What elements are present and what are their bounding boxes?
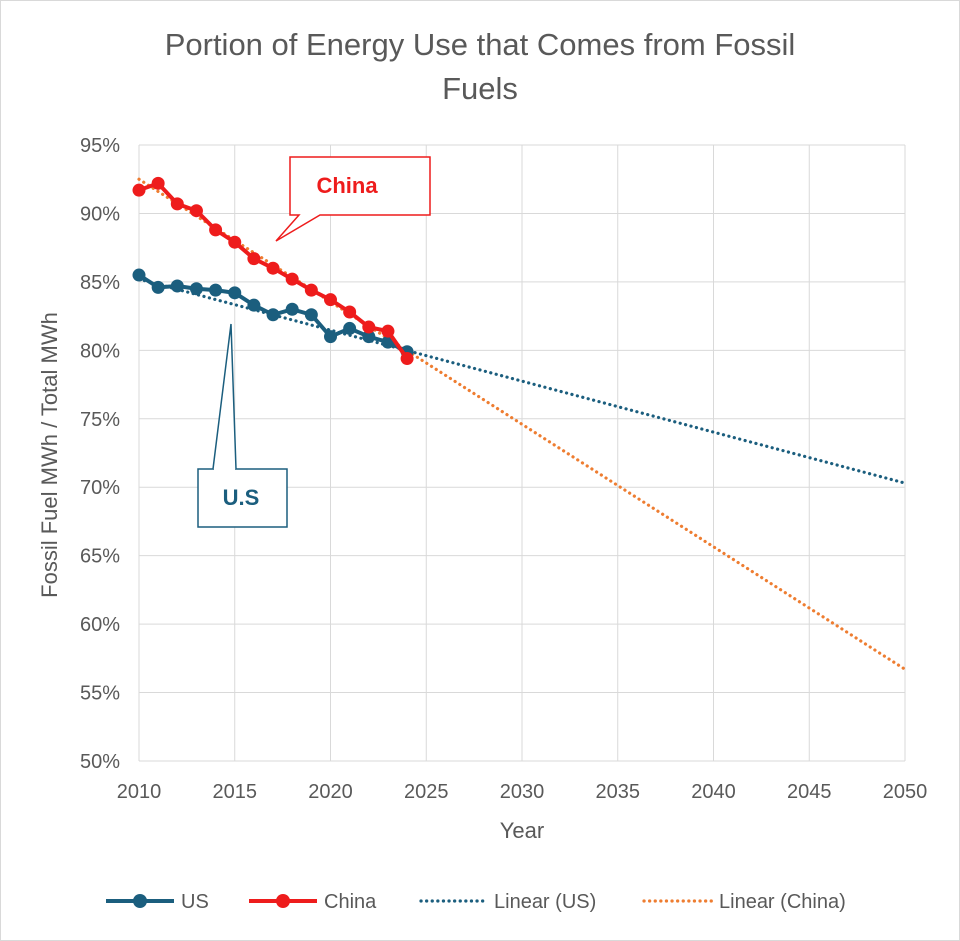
data-point: [304, 308, 318, 322]
y-axis-title: Fossil Fuel MWh / Total MWh: [37, 312, 62, 598]
china-callout: China: [275, 156, 431, 242]
data-point: [170, 279, 184, 293]
y-tick-label: 95%: [80, 135, 120, 157]
legend-label-linear-china: Linear (China): [719, 891, 846, 913]
data-point: [324, 330, 337, 344]
legend-marker-china: [276, 894, 290, 908]
us-callout: U.S: [197, 323, 288, 528]
data-point: [266, 308, 280, 322]
x-tick-label: 2010: [117, 781, 162, 803]
legend-item-china: China: [249, 891, 377, 913]
data-point: [228, 286, 242, 300]
y-tick-label: 60%: [80, 614, 120, 636]
china-callout-label: China: [316, 173, 378, 198]
data-point: [228, 235, 242, 249]
axis-tick-labels: 50% 55% 60% 65% 70% 75% 80% 85% 90% 95% 2010 2015 20…: [80, 135, 927, 803]
y-tick-label: 80%: [80, 340, 120, 362]
legend-label-china: China: [324, 891, 377, 913]
data-point: [400, 352, 414, 366]
data-point: [362, 320, 376, 334]
trendline: [137, 177, 907, 671]
data-point: [209, 223, 223, 237]
data-point: [189, 204, 203, 218]
x-tick-label: 2030: [500, 781, 545, 803]
y-tick-label: 75%: [80, 409, 120, 431]
legend-item-linear-us: Linear (US): [419, 891, 596, 913]
data-point: [304, 283, 318, 297]
legend-marker-us: [133, 894, 147, 908]
data-point: [343, 321, 357, 335]
data-point: [247, 298, 261, 312]
y-tick-label: 85%: [80, 272, 120, 294]
data-point: [285, 272, 299, 286]
y-tick-label: 65%: [80, 546, 120, 568]
data-point: [132, 183, 146, 197]
x-tick-label: 2020: [308, 781, 353, 803]
data-point: [381, 324, 395, 338]
legend-item-linear-china: Linear (China): [642, 891, 846, 913]
data-point: [189, 282, 203, 296]
series-lines: [132, 176, 414, 366]
us-callout-label: U.S: [223, 485, 260, 510]
legend-label-linear-us: Linear (US): [494, 891, 596, 913]
data-point: [266, 261, 280, 275]
y-tick-label: 55%: [80, 683, 120, 705]
x-tick-label: 2035: [596, 781, 641, 803]
data-point: [362, 330, 376, 344]
x-tick-label: 2015: [213, 781, 258, 803]
trendline: [137, 277, 907, 485]
gridlines: [138, 144, 906, 762]
x-tick-label: 2025: [404, 781, 449, 803]
data-point: [324, 293, 337, 307]
legend: US China Linear (US) Linear (China): [106, 891, 846, 913]
chart-title-line-1: Portion of Energy Use that Comes from Fo…: [164, 27, 796, 62]
y-tick-label: 70%: [80, 477, 120, 499]
data-point: [209, 283, 223, 297]
data-point: [285, 302, 299, 316]
legend-label-us: US: [181, 891, 209, 913]
data-point: [343, 305, 357, 319]
data-point: [132, 268, 146, 282]
x-axis-title: Year: [500, 818, 544, 843]
x-tick-label: 2045: [787, 781, 832, 803]
legend-item-us: US: [106, 891, 209, 913]
data-point: [247, 252, 261, 266]
trendlines: [137, 177, 907, 671]
data-point: [151, 176, 165, 190]
y-tick-label: 50%: [80, 751, 120, 773]
x-tick-label: 2040: [691, 781, 736, 803]
data-point: [151, 280, 165, 294]
y-tick-label: 90%: [80, 203, 120, 225]
x-tick-label: 2050: [883, 781, 928, 803]
data-point: [170, 197, 184, 211]
chart-title-line-2: Fuels: [442, 71, 518, 106]
